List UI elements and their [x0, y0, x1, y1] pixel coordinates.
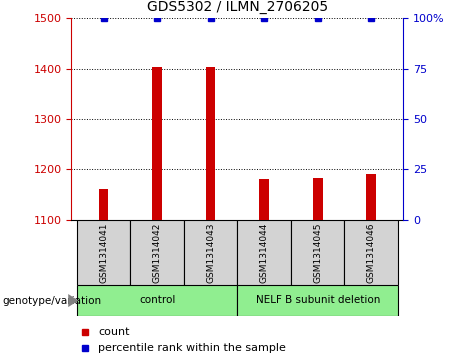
Text: GSM1314041: GSM1314041 — [99, 223, 108, 284]
Text: GSM1314043: GSM1314043 — [206, 223, 215, 284]
Text: GSM1314042: GSM1314042 — [153, 223, 162, 283]
Bar — [260, 179, 269, 220]
Bar — [206, 67, 215, 220]
Bar — [77, 220, 130, 285]
Bar — [237, 285, 398, 316]
Text: count: count — [98, 327, 130, 337]
Bar — [313, 178, 323, 220]
Text: percentile rank within the sample: percentile rank within the sample — [98, 343, 286, 352]
Text: GSM1314045: GSM1314045 — [313, 223, 322, 284]
Text: genotype/variation: genotype/variation — [2, 295, 101, 306]
Polygon shape — [68, 294, 78, 307]
Title: GDS5302 / ILMN_2706205: GDS5302 / ILMN_2706205 — [147, 0, 328, 15]
Bar — [184, 220, 237, 285]
Bar — [237, 220, 291, 285]
Text: GSM1314046: GSM1314046 — [367, 223, 376, 284]
Text: control: control — [139, 295, 175, 305]
Bar — [152, 67, 162, 220]
Bar — [99, 189, 108, 220]
Bar — [344, 220, 398, 285]
Bar — [291, 220, 344, 285]
Text: GSM1314044: GSM1314044 — [260, 223, 269, 283]
Bar — [130, 220, 184, 285]
Bar — [77, 285, 237, 316]
Bar — [366, 174, 376, 220]
Text: NELF B subunit deletion: NELF B subunit deletion — [255, 295, 380, 305]
